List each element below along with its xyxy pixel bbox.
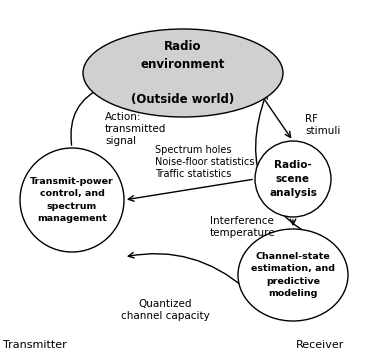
Text: RF
stimuli: RF stimuli (305, 114, 340, 136)
Ellipse shape (83, 29, 283, 117)
Text: Radio-
scene
analysis: Radio- scene analysis (269, 160, 317, 198)
Text: Action:
transmitted
signal: Action: transmitted signal (105, 112, 166, 146)
Text: Radio
environment

(Outside world): Radio environment (Outside world) (131, 40, 234, 106)
Ellipse shape (238, 229, 348, 321)
Text: Transmit-power
control, and
spectrum
management: Transmit-power control, and spectrum man… (30, 177, 114, 223)
Text: Transmitter: Transmitter (3, 340, 67, 350)
Ellipse shape (255, 141, 331, 217)
Text: Channel-state
estimation, and
predictive
modeling: Channel-state estimation, and predictive… (251, 252, 335, 298)
Ellipse shape (20, 148, 124, 252)
Text: Quantized
channel capacity: Quantized channel capacity (121, 299, 209, 321)
Text: Receiver: Receiver (296, 340, 344, 350)
Text: Interference
temperature: Interference temperature (210, 216, 276, 238)
Text: Spectrum holes
Noise-floor statistics
Traffic statistics: Spectrum holes Noise-floor statistics Tr… (155, 145, 255, 178)
